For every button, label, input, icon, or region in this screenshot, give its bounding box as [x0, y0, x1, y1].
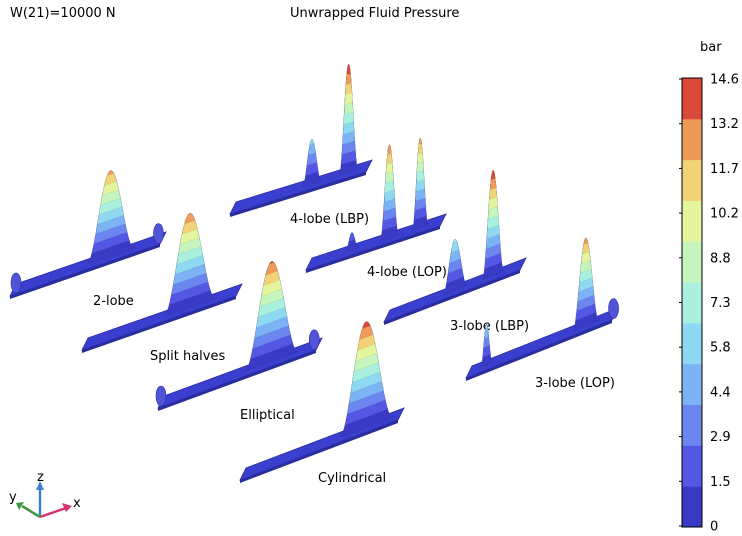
bearing-4-lobe-lop-: 4-lobe (LOP) [305, 137, 447, 280]
axis-z-label: z [37, 470, 44, 485]
colorbar-tick-label: 2.9 [710, 430, 731, 445]
bearing-surfaces: Cylindrical Elliptical Split halves 2-lobe 4… [9, 63, 619, 486]
bearing-4-lobe-lbp-: 4-lobe (LBP) [229, 63, 373, 227]
axis-triad: z x y [9, 470, 81, 519]
bearing-label: Split halves [150, 349, 225, 364]
bearing-label: 3-lobe (LBP) [450, 319, 529, 334]
colorbar-tick-label: 8.8 [710, 251, 731, 266]
bearing-label: Elliptical [240, 408, 295, 423]
bearing-label: 4-lobe (LOP) [367, 265, 447, 280]
colorbar-unit: bar [700, 40, 722, 55]
colorbar-band [682, 241, 702, 283]
colorbar-tick-label: 13.2 [710, 117, 739, 132]
colorbar-band [682, 363, 702, 406]
bearing-elliptical: Elliptical [155, 261, 323, 423]
axis-x-label: x [73, 496, 81, 511]
bearing-cylindrical: Cylindrical [239, 321, 405, 486]
colorbar-band [682, 282, 702, 324]
colorbar-band [682, 78, 702, 120]
colorbar: 14.6 13.2 11.7 10.2 8.8 7.3 5.8 4.4 2.9 1.5 0 [679, 73, 739, 535]
colorbar-tick-label: 14.6 [710, 73, 739, 88]
colorbar-tick-label: 4.4 [710, 385, 731, 400]
colorbar-band [682, 118, 702, 161]
colorbar-tick-label: 0 [710, 520, 718, 535]
bearing-2-lobe: 2-lobe [9, 170, 167, 309]
bearing-split-halves: Split halves [81, 212, 243, 364]
axis-y-label: y [9, 490, 17, 505]
colorbar-band [682, 404, 702, 446]
bearing-label: 2-lobe [93, 294, 134, 309]
colorbar-band [682, 486, 702, 528]
colorbar-band [682, 200, 702, 242]
parameter-label: W(21)=10000 N [10, 6, 116, 21]
colorbar-tick-label: 1.5 [710, 475, 731, 490]
colorbar-band [682, 322, 702, 365]
plot-title: Unwrapped Fluid Pressure [290, 6, 460, 21]
colorbar-tick-label: 7.3 [710, 296, 731, 311]
bearing-label: Cylindrical [318, 471, 386, 486]
colorbar-band [682, 159, 702, 201]
colorbar-band [682, 445, 702, 487]
bearing-label: 4-lobe (LBP) [290, 212, 369, 227]
colorbar-tick-label: 10.2 [710, 207, 739, 222]
colorbar-tick-label: 11.7 [710, 162, 739, 177]
bearing-label: 3-lobe (LOP) [535, 376, 615, 391]
colorbar-tick-label: 5.8 [710, 341, 731, 356]
bearing-3-lobe-lop-: 3-lobe (LOP) [465, 237, 619, 391]
bearing-3-lobe-lbp-: 3-lobe (LBP) [383, 169, 529, 334]
